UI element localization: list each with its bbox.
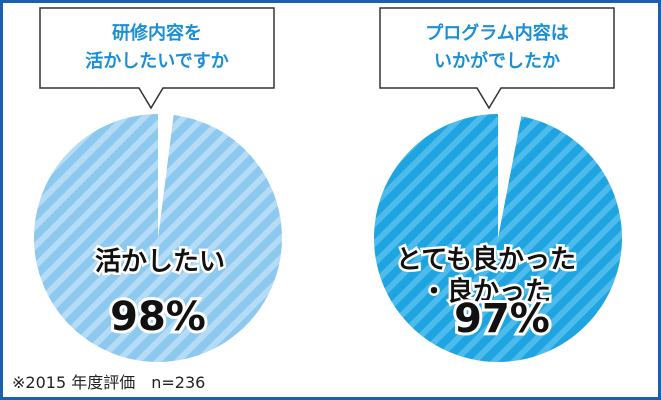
slice-label: 活かしたい [95,247,225,277]
question-line: いかがでしたか [434,50,560,72]
footnote: ※2015 年度評価 n=236 [12,373,206,392]
pie-slice-main [34,113,283,362]
value-label: 97% [454,296,550,342]
question-line: 研修内容を [112,22,202,44]
value-label: 98% [110,294,206,340]
question-line: 活かしたいですか [85,50,228,72]
question-line: プログラム内容は [425,22,568,44]
question-bubble [39,7,275,110]
pie-slice-rest [158,114,174,238]
slice-label: ・良かった [421,276,551,307]
slice-label: とても良かった [396,244,576,275]
question-bubble [379,7,615,110]
pie-slice-main [373,114,622,362]
pie-slice-rest [498,114,522,238]
